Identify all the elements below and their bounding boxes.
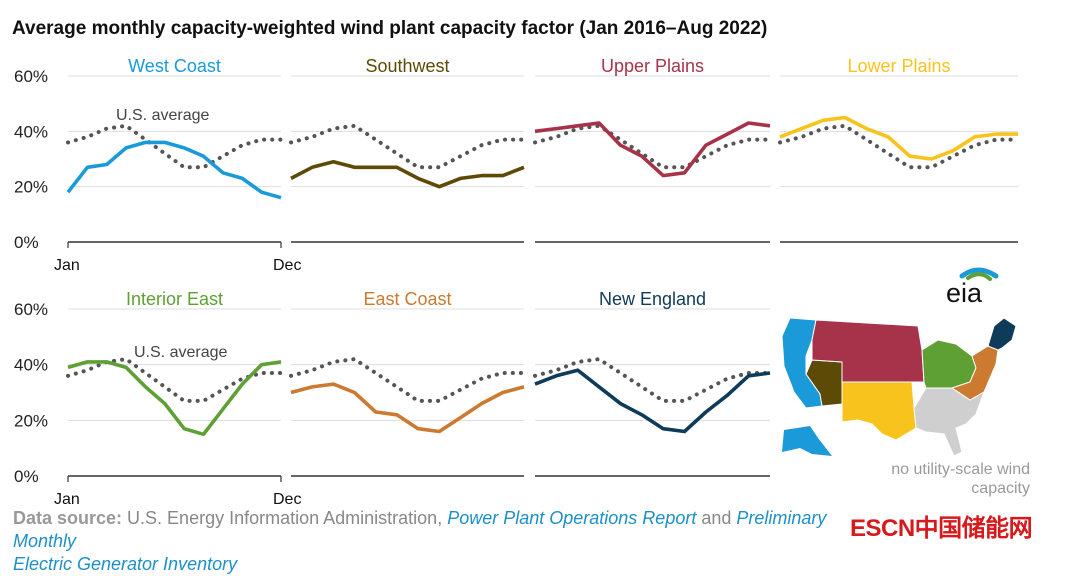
x-tick-label: Jan [54, 491, 80, 508]
us-average-label: U.S. average [116, 107, 209, 124]
map-region-alaska [782, 426, 832, 456]
source-agency: U.S. Energy Information Administration, [122, 508, 448, 528]
map-region-lower-plains [841, 381, 917, 441]
panel-title: Upper Plains [601, 56, 704, 76]
panel-title: East Coast [363, 289, 451, 309]
source-link-generator-inventory-part1[interactable]: Preliminary Monthly [13, 508, 827, 551]
data-source-note: Data source: U.S. Energy Information Adm… [13, 507, 853, 576]
y-tick-label: 0% [14, 233, 39, 252]
map-region-no-capacity [913, 387, 985, 457]
watermark: ESCN中国储能网 [850, 515, 1033, 542]
us-average-line [66, 357, 283, 403]
y-tick-label: 0% [14, 467, 39, 486]
us-average-line [289, 357, 526, 403]
eia-logo-icon: eia [946, 267, 999, 306]
series-line [66, 140, 282, 200]
us-region-map [781, 317, 1017, 457]
source-link-generator-inventory-part2[interactable]: Electric Generator Inventory [13, 554, 238, 574]
chart-figure: { "chart_data": { "type": "line", "title… [12, 18, 1033, 574]
source-link-operations-report[interactable]: Power Plant Operations Report [447, 508, 697, 528]
panel-title: Southwest [365, 56, 449, 76]
us-average-label: U.S. average [134, 344, 227, 361]
x-tick-label: Dec [273, 491, 301, 508]
series-line [290, 160, 525, 189]
y-tick-label: 60% [14, 300, 48, 319]
map-region-interior-east [921, 339, 977, 389]
chart-title: Average monthly capacity-weighted wind p… [12, 18, 768, 39]
series-line [534, 121, 771, 178]
series-line [779, 115, 1018, 161]
us-average-line [289, 123, 526, 170]
panel-title: West Coast [128, 56, 221, 76]
y-tick-label: 20% [14, 178, 48, 197]
x-tick-label: Jan [54, 257, 80, 274]
map-note: no utility-scale wind capacity [891, 461, 1030, 497]
us-average-line [66, 123, 283, 170]
panel-title: New England [599, 289, 706, 309]
source-prefix: Data source: [13, 508, 123, 528]
series-line [290, 382, 525, 434]
series-line [67, 360, 282, 437]
small-multiples-chart: 60% 40% 20% 0% Jan Dec 60% 40% 20% 0% Jan Dec West C… [14, 56, 1020, 508]
us-average-line [533, 357, 772, 403]
x-tick-label: Dec [273, 257, 301, 274]
panel-title: Lower Plains [847, 56, 950, 76]
y-tick-label: 40% [14, 122, 48, 141]
source-and: and [696, 508, 737, 528]
y-tick-label: 40% [14, 356, 48, 375]
y-tick-label: 60% [14, 67, 48, 86]
eia-logo-text: eia [946, 278, 983, 306]
y-tick-label: 20% [14, 411, 48, 430]
panel-title: Interior East [126, 289, 223, 309]
us-average-line [533, 123, 772, 170]
series-line [534, 368, 771, 434]
us-average-line [778, 123, 1020, 170]
map-region-new-england [987, 317, 1017, 351]
